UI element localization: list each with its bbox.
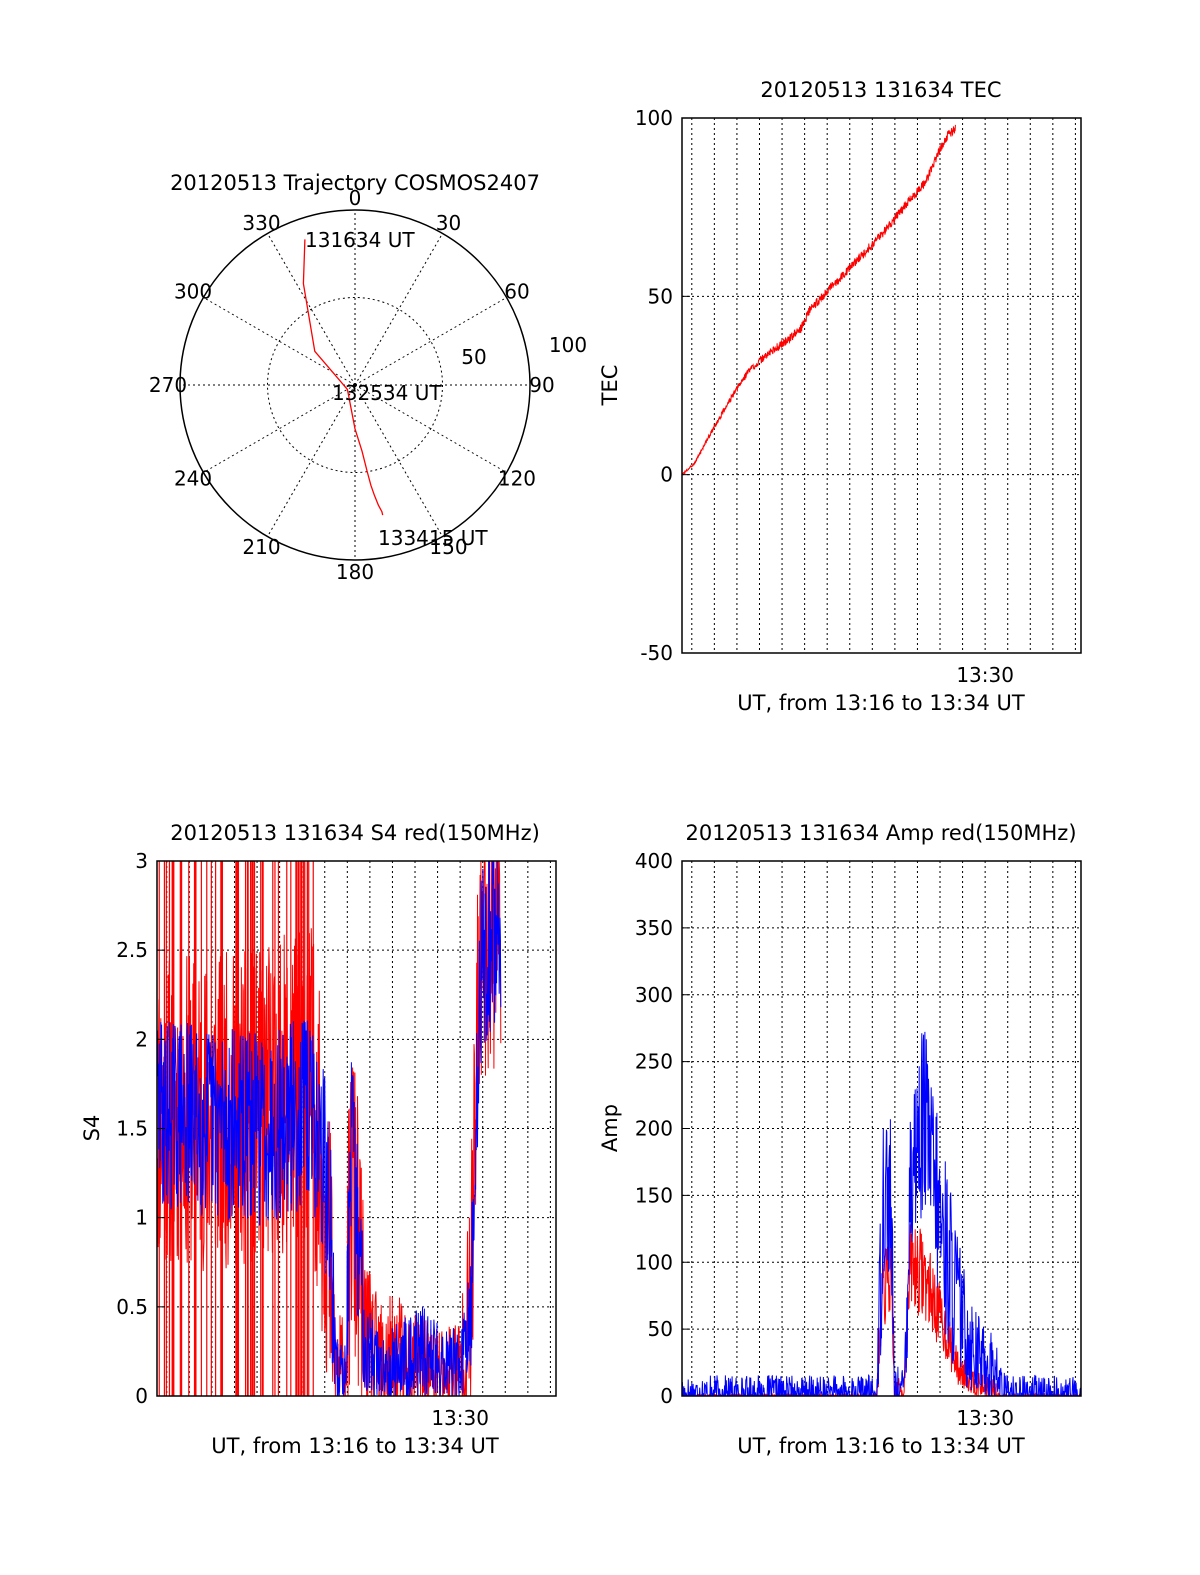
polar-radius-label: 50: [461, 345, 486, 369]
polar-trajectory-line: [302, 239, 384, 516]
amp-x-tick-labels: 13:30: [956, 1406, 1014, 1430]
tec-y-tick-label: -50: [640, 641, 673, 665]
polar-outer-circle: [179, 209, 531, 561]
s4-y-tick-label: 0: [135, 1384, 148, 1408]
polar-spoke-150: [354, 384, 443, 537]
amp-x-tick-label: 13:30: [956, 1406, 1014, 1430]
polar-angle-label: 240: [174, 467, 212, 491]
polar-angle-label: 120: [498, 467, 536, 491]
tec-y-tick-label: 50: [648, 284, 673, 308]
amp-title: 20120513 131634 Amp red(150MHz): [685, 821, 1076, 845]
polar-spoke-30: [354, 233, 443, 386]
polar-angle-label: 330: [242, 211, 280, 235]
tec-x-tick-label: 13:30: [956, 663, 1014, 687]
polar-angle-labels: 0 30 60 90 120 150 180 210 240 270 300 330: [149, 186, 555, 584]
s4-chart-panel: 20120513 131634 S4 red(150MHz) 3 2.5 2 1.5 1…: [80, 821, 557, 1458]
amp-y-tick-label: 250: [635, 1050, 673, 1074]
s4-series-line-1: [157, 861, 502, 1396]
s4-y-tick-label: 2.5: [116, 938, 148, 962]
amp-y-tick-labels: 400 350 300 250 200 150 100 50 0: [635, 849, 690, 1408]
polar-spoke-60: [354, 297, 507, 386]
amp-y-tick-label: 300: [635, 983, 673, 1007]
annotation-mid-time: 132534 UT: [332, 381, 442, 405]
tec-x-axis-label: UT, from 13:16 to 13:34 UT: [737, 691, 1025, 715]
polar-angle-label: 150: [429, 535, 467, 559]
tec-title: 20120513 131634 TEC: [760, 78, 1001, 102]
amp-series-line-1: [682, 1031, 1081, 1396]
amp-y-tick-label: 0: [660, 1384, 673, 1408]
polar-angle-label: 30: [436, 211, 461, 235]
s4-y-axis-label: S4: [80, 1115, 104, 1142]
polar-grid: [180, 210, 530, 560]
tec-y-tick-label: 0: [660, 463, 673, 487]
s4-x-tick-label: 13:30: [431, 1406, 489, 1430]
s4-y-tick-label: 3: [135, 849, 148, 873]
polar-trajectory-panel: 20120513 Trajectory COSMOS2407 0 30 60 90 12…: [149, 171, 587, 584]
polar-angle-label: 300: [174, 280, 212, 304]
polar-spoke-330: [267, 233, 356, 386]
tec-chart-panel: 20120513 131634 TEC 100 50 0 -50 13:30 UT, …: [598, 78, 1082, 715]
amp-y-tick-label: 150: [635, 1183, 673, 1207]
polar-angle-label: 90: [529, 373, 554, 397]
s4-y-tick-label: 1: [135, 1206, 148, 1230]
amp-x-axis-label: UT, from 13:16 to 13:34 UT: [737, 1434, 1025, 1458]
s4-series: [157, 861, 502, 1396]
amp-series: [682, 1031, 1081, 1396]
s4-y-tick-label: 2: [135, 1027, 148, 1051]
tec-x-tick-labels: 13:30: [956, 663, 1014, 687]
s4-y-tick-label: 0.5: [116, 1295, 148, 1319]
polar-spoke-300: [203, 297, 356, 386]
s4-x-axis-label: UT, from 13:16 to 13:34 UT: [211, 1434, 499, 1458]
polar-angle-label: 180: [336, 560, 374, 584]
polar-spoke-120: [354, 384, 507, 473]
annotation-end-time: 133415 UT: [378, 526, 488, 550]
polar-radius-labels: 50 100: [461, 333, 587, 369]
polar-spoke-210: [267, 384, 356, 537]
tec-y-axis-label: TEC: [598, 365, 622, 407]
tec-y-tick-labels: 100 50 0 -50: [635, 106, 690, 665]
tec-series-line-0: [682, 124, 956, 476]
amp-y-tick-label: 200: [635, 1117, 673, 1141]
amp-y-tick-label: 50: [648, 1317, 673, 1341]
s4-x-tick-labels: 13:30: [431, 1406, 489, 1430]
polar-grid-circle: [267, 297, 443, 473]
tec-grid: [682, 118, 1081, 653]
polar-radius-label: 100: [549, 333, 587, 357]
annotation-start-time: 131634 UT: [305, 228, 415, 252]
amp-y-tick-label: 400: [635, 849, 673, 873]
amp-y-axis-label: Amp: [598, 1104, 622, 1152]
s4-title: 20120513 131634 S4 red(150MHz): [170, 821, 540, 845]
amp-y-tick-label: 100: [635, 1250, 673, 1274]
polar-angle-label: 210: [242, 535, 280, 559]
polar-angle-label: 0: [349, 186, 362, 210]
polar-spoke-240: [203, 384, 356, 473]
amp-y-tick-label: 350: [635, 916, 673, 940]
polar-title: 20120513 Trajectory COSMOS2407: [170, 171, 540, 195]
tec-plot-frame: [681, 117, 1082, 654]
polar-trajectory-series: [302, 239, 384, 516]
tec-series: [682, 124, 956, 476]
s4-y-tick-labels: 3 2.5 2 1.5 1 0.5 0: [116, 849, 165, 1408]
s4-y-tick-label: 1.5: [116, 1117, 148, 1141]
amp-chart-panel: 20120513 131634 Amp red(150MHz) 400 350 30…: [598, 821, 1082, 1458]
tec-y-tick-label: 100: [635, 106, 673, 130]
polar-angle-label: 270: [149, 373, 187, 397]
polar-angle-label: 60: [504, 280, 529, 304]
